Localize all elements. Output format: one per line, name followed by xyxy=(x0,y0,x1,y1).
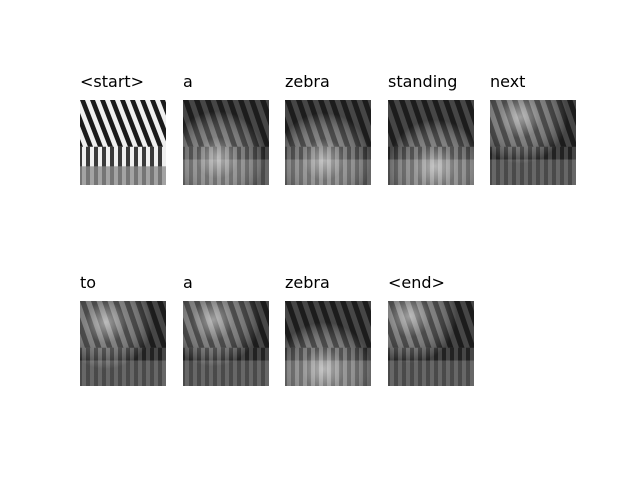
attention-glow xyxy=(388,100,474,185)
zebra-image xyxy=(80,100,166,185)
zebra-image xyxy=(285,301,371,386)
zebra-image xyxy=(388,301,474,386)
zebra-image xyxy=(80,301,166,386)
attention-map-image xyxy=(183,100,269,185)
attention-map-image xyxy=(285,100,371,185)
token-image xyxy=(80,100,166,185)
attention-map-image xyxy=(490,100,576,185)
token-label: a xyxy=(183,72,193,91)
attention-glow xyxy=(285,100,371,185)
token-label: to xyxy=(80,273,97,292)
zebra-image xyxy=(183,301,269,386)
attention-map-image xyxy=(388,100,474,185)
attention-map-image xyxy=(183,301,269,386)
zebra-image xyxy=(285,100,371,185)
token-label: <end> xyxy=(388,273,445,292)
attention-glow xyxy=(388,301,474,386)
token-label: standing xyxy=(388,72,458,91)
zebra-image xyxy=(388,100,474,185)
token-label: next xyxy=(490,72,526,91)
zebra-image xyxy=(490,100,576,185)
attention-glow xyxy=(490,100,576,185)
attention-map-image xyxy=(80,301,166,386)
attention-glow xyxy=(80,301,166,386)
token-label: a xyxy=(183,273,193,292)
attention-glow xyxy=(183,301,269,386)
token-label: <start> xyxy=(80,72,145,91)
attention-glow xyxy=(285,301,371,386)
attention-glow xyxy=(183,100,269,185)
attention-map-image xyxy=(285,301,371,386)
token-label: zebra xyxy=(285,72,330,91)
token-label: zebra xyxy=(285,273,330,292)
zebra-image xyxy=(183,100,269,185)
attention-map-image xyxy=(388,301,474,386)
